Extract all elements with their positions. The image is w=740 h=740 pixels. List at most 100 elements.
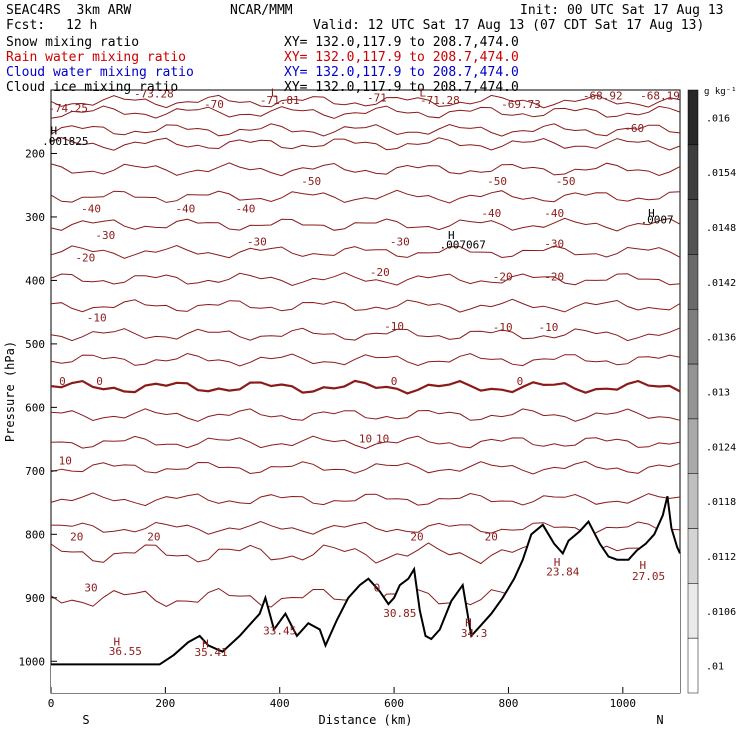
contour-line [50, 492, 681, 507]
contour-label: -50 [301, 175, 321, 188]
y-tick-label: 600 [25, 401, 45, 414]
legend-xy-rain: XY= 132.0,117.9 to 208.7,474.0 [284, 50, 519, 65]
contour-label: 36.55 [109, 645, 142, 658]
contour-label: 23.84 [546, 566, 579, 579]
contour-label: -10 [384, 320, 404, 333]
colorbar-swatch [687, 144, 699, 200]
contour-label: -30 [544, 237, 564, 250]
contour-label: -20 [544, 270, 564, 283]
y-tick-label: 500 [25, 338, 45, 351]
contour-label: -70 [204, 98, 224, 111]
contour-line [50, 123, 681, 137]
colorbar-swatch [687, 309, 699, 365]
legend-xy-cloud-ice: XY= 132.0,117.9 to 208.7,474.0 [284, 80, 519, 95]
contour-line [50, 217, 681, 232]
contour-label: H [648, 207, 655, 220]
edge-label-north: N [656, 713, 663, 727]
contour-label: -68.19 [640, 90, 680, 103]
colorbar-unit: g kg⁻¹ [704, 87, 737, 97]
contour-line [50, 327, 681, 342]
contour-label: -10 [539, 321, 559, 334]
x-tick-label: 600 [384, 697, 404, 710]
colorbar-swatch [687, 363, 699, 420]
contour-label: 27.05 [632, 570, 665, 583]
contour-line [50, 244, 681, 259]
contour-line [50, 94, 681, 109]
contour-line [50, 105, 681, 119]
init-time: Init: 00 UTC Sat 17 Aug 13 [520, 3, 724, 18]
contour-label: -40 [481, 207, 501, 220]
contour-label: -60 [624, 122, 644, 135]
legend-xy-cloud-water: XY= 132.0,117.9 to 208.7,474.0 [284, 65, 519, 80]
colorbar-tick-label: .0148 [706, 223, 736, 234]
contour-label: -71.28 [420, 94, 460, 107]
x-tick-label: 0 [48, 697, 55, 710]
contour-label: -71.81 [260, 94, 300, 107]
colorbar-tick-label: .01 [706, 662, 724, 673]
fcst-value: 12 h [66, 18, 98, 33]
contour-label: L [419, 86, 426, 99]
colorbar-tick-label: .016 [706, 113, 730, 124]
contour-label: -73.28 [134, 88, 174, 101]
model-title: SEAC4RS 3km ARW [6, 3, 132, 18]
contour-line [50, 189, 681, 204]
contour-label: 34.3 [461, 627, 488, 640]
contour-label: H [554, 556, 561, 569]
valid-time: Valid: 12 UTC Sat 17 Aug 13 (07 CDT Sat … [313, 18, 705, 33]
y-tick-label: 200 [25, 147, 45, 160]
contour-label: 0 [96, 375, 103, 388]
contour-label: -74.25 [48, 102, 88, 115]
contour-label: 0 [391, 375, 398, 388]
contour-label: -30 [95, 229, 115, 242]
y-tick-label: 700 [25, 465, 45, 478]
colorbar-tick-label: .0112 [706, 552, 736, 563]
contour-line [50, 379, 681, 395]
contour-label: -40 [544, 207, 564, 220]
colorbar-tick-label: .0136 [706, 333, 736, 344]
colorbar-swatch [687, 418, 699, 474]
contour-label: 0 [374, 581, 381, 594]
contour-label: 10 [59, 454, 72, 467]
contour-label: -40 [235, 203, 255, 216]
contour-label: -68.92 [583, 90, 623, 103]
contour-label: -20 [75, 251, 95, 264]
contour-line [50, 272, 681, 287]
contour-label: -30 [390, 236, 410, 249]
y-tick-label: 900 [25, 592, 45, 605]
colorbar-swatch [687, 199, 699, 255]
y-tick-label: 800 [25, 528, 45, 541]
contour-label: 20 [485, 531, 498, 544]
contour-label: .001825 [42, 135, 88, 148]
contour-label: 33.45 [263, 625, 296, 638]
contour-label: 0 [517, 375, 524, 388]
legend-name-rain: Rain water mixing ratio [6, 50, 187, 65]
colorbar-tick-label: .0106 [706, 607, 736, 618]
contour-line [50, 460, 681, 475]
edge-label-south: S [82, 713, 89, 727]
contour-label: -20 [493, 270, 513, 283]
contour-label: -10 [87, 312, 107, 325]
contour-label: H [113, 635, 120, 648]
contour-label: 0 [59, 375, 66, 388]
contour-label: L [271, 86, 278, 99]
terrain-mask [51, 496, 680, 693]
y-tick-label: 1000 [19, 655, 46, 668]
contour-label: .007067 [440, 239, 486, 252]
contour-label: -30 [247, 236, 267, 249]
y-tick-label: 400 [25, 274, 45, 287]
contour-label: 10 [376, 432, 389, 445]
contour-line [50, 520, 681, 535]
x-tick-label: 200 [155, 697, 175, 710]
contour-label: 20 [70, 531, 83, 544]
contour-label: 30 [84, 581, 97, 594]
colorbar-swatch [687, 583, 699, 639]
contour-label: 30.85 [383, 607, 416, 620]
x-tick-label: 1000 [610, 697, 637, 710]
contour-line [50, 298, 681, 313]
x-tick-label: 800 [499, 697, 519, 710]
contour-label: H [51, 124, 58, 137]
contour-label: 20 [147, 531, 160, 544]
colorbar-tick-label: .0142 [706, 278, 736, 289]
contour-line [50, 408, 681, 422]
contour-label: -69.73 [501, 98, 541, 111]
